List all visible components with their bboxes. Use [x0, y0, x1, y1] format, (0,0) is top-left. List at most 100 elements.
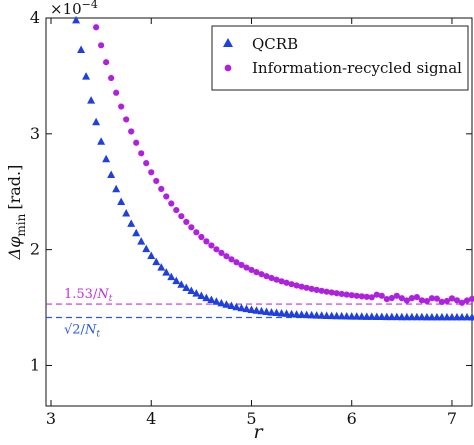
data-point: [388, 294, 395, 302]
data-point: [307, 310, 316, 319]
data-point: [248, 266, 255, 274]
data-point: [123, 116, 130, 123]
data-point: [237, 303, 246, 312]
y-tick-label: 3: [30, 124, 40, 143]
data-point: [267, 308, 276, 316]
legend-label-information-recycled: Information-recycled signal: [252, 59, 462, 77]
data-point: [338, 290, 345, 298]
data-point: [233, 259, 240, 266]
plot-frame: [45, 17, 473, 407]
y-axis-label-main: Δφ: [5, 236, 24, 261]
data-point: [347, 312, 356, 320]
data-point: [108, 74, 115, 82]
x-tick-label: 5: [246, 409, 256, 428]
data-point: [87, 96, 96, 104]
y-tick-label: 1: [30, 355, 40, 374]
data-point: [127, 219, 136, 227]
data-point: [192, 289, 201, 297]
data-point: [322, 311, 331, 319]
legend-box: [211, 25, 469, 91]
ticks-layer: 3 4 5 6 7 1 2 3 4: [30, 8, 472, 428]
data-point: [238, 261, 245, 269]
data-point: [352, 312, 361, 320]
data-point: [332, 311, 341, 320]
data-point: [292, 310, 301, 318]
data-point: [407, 312, 416, 321]
data-point: [303, 284, 310, 291]
series-layer: [72, 15, 474, 321]
data-point: [458, 299, 466, 306]
data-point: [222, 300, 231, 308]
series-0: [72, 15, 474, 321]
y-axis-label-sub: min: [14, 213, 28, 236]
data-point: [227, 301, 236, 310]
data-point: [103, 59, 110, 66]
data-point: [348, 292, 355, 299]
y-tick-label: 4: [30, 8, 40, 27]
data-point: [162, 268, 171, 276]
data-point: [327, 311, 336, 320]
data-point: [133, 139, 140, 146]
data-point: [398, 295, 405, 302]
data-point: [403, 297, 410, 304]
data-point: [283, 279, 290, 286]
data-point: [217, 298, 226, 307]
data-point: [382, 312, 391, 321]
data-point: [447, 312, 456, 321]
data-point: [167, 272, 176, 281]
y-multiplier: ×10−4: [50, 0, 98, 18]
data-point: [302, 310, 311, 319]
data-point: [373, 291, 380, 298]
data-point: [122, 209, 131, 217]
reference-line-label-0: 1.53/Nt: [64, 287, 113, 304]
data-point: [397, 312, 406, 321]
data-point: [423, 298, 430, 305]
data-point: [387, 312, 396, 321]
data-point: [218, 249, 225, 256]
data-point: [422, 312, 431, 321]
data-point: [102, 154, 111, 163]
data-point: [178, 213, 185, 220]
data-point: [312, 311, 321, 319]
data-point: [402, 312, 411, 321]
data-point: [273, 276, 280, 283]
data-point: [128, 128, 135, 135]
x-tick-label: 7: [447, 409, 457, 428]
data-point: [207, 295, 216, 304]
data-point: [143, 160, 150, 167]
data-point: [118, 103, 125, 110]
x-tick-label: 6: [347, 409, 357, 428]
data-point: [137, 237, 146, 245]
data-point: [168, 200, 175, 207]
data-point: [412, 312, 421, 321]
data-point: [297, 310, 306, 318]
data-point: [262, 307, 271, 316]
data-point: [197, 291, 206, 299]
data-point: [203, 238, 210, 245]
data-point: [82, 72, 91, 80]
data-point: [333, 290, 340, 297]
data-point: [357, 312, 366, 320]
legend-marker-qcrb: [223, 38, 233, 47]
data-point: [117, 197, 126, 205]
data-point: [433, 295, 441, 302]
data-point: [417, 312, 426, 321]
data-point: [287, 309, 296, 318]
data-point: [257, 306, 266, 315]
data-point: [463, 297, 471, 304]
data-point: [372, 312, 381, 320]
data-point: [212, 297, 221, 305]
data-point: [157, 263, 166, 271]
data-point: [282, 309, 291, 317]
data-point: [448, 295, 456, 302]
data-point: [97, 137, 106, 145]
data-point: [247, 305, 256, 313]
legend: QCRB Information-recycled signal: [211, 25, 469, 91]
data-point: [393, 292, 400, 299]
data-point: [468, 312, 474, 321]
data-point: [258, 271, 265, 278]
data-point: [308, 285, 315, 292]
data-point: [468, 295, 474, 303]
data-point: [432, 312, 441, 321]
data-point: [153, 177, 160, 185]
